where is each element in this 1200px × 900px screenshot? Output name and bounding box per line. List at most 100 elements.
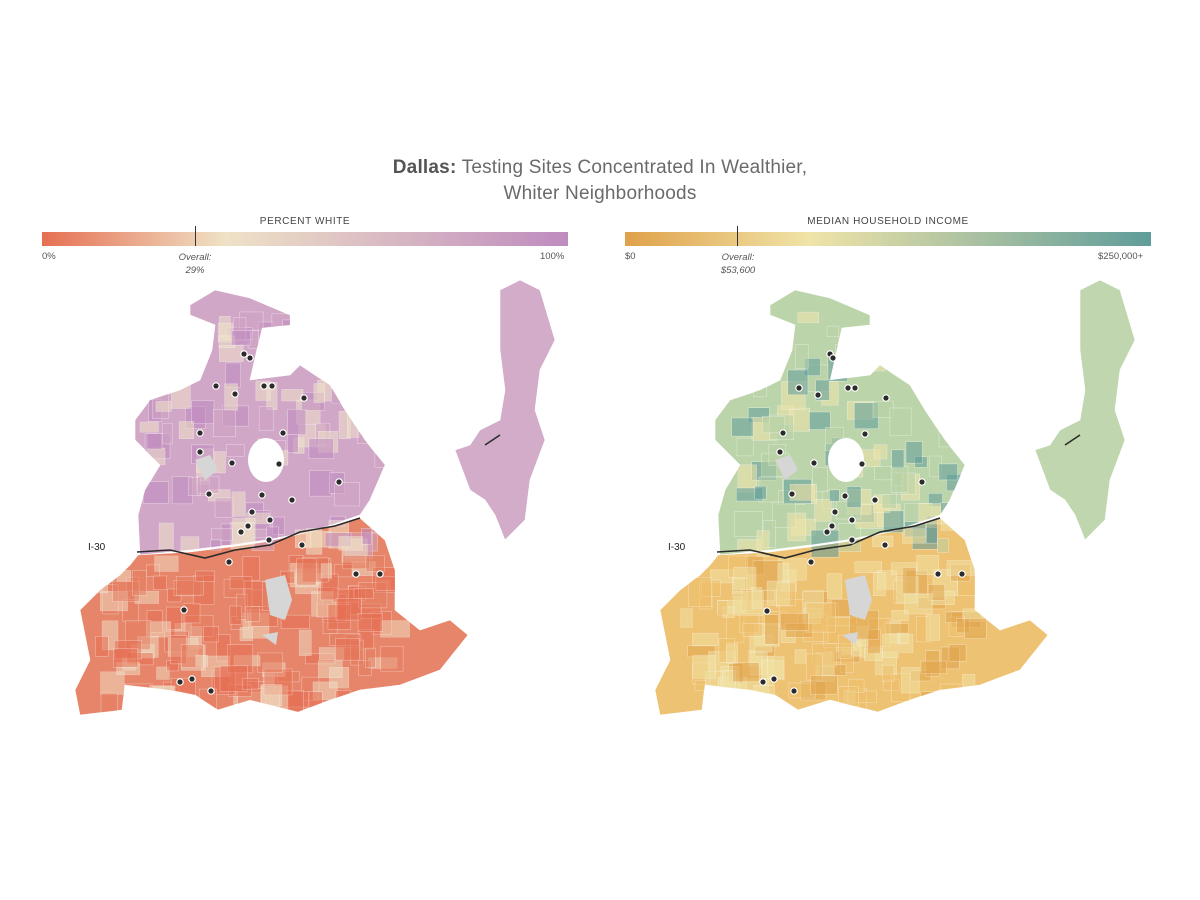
census-tract bbox=[945, 611, 964, 623]
census-tract bbox=[155, 401, 172, 412]
census-tract bbox=[149, 685, 174, 705]
testing-site-dot bbox=[246, 354, 254, 362]
census-tract bbox=[152, 575, 168, 590]
census-tract bbox=[214, 497, 234, 518]
testing-site-dot bbox=[240, 350, 248, 358]
region-west-blob bbox=[79, 349, 103, 383]
census-tract bbox=[331, 388, 349, 404]
census-tract bbox=[306, 528, 323, 555]
highway-east bbox=[484, 434, 501, 446]
testing-site-dot bbox=[881, 541, 889, 549]
census-tract bbox=[779, 612, 809, 631]
census-tract bbox=[766, 580, 790, 606]
census-tract bbox=[308, 691, 323, 715]
census-tract bbox=[158, 522, 174, 550]
census-tract bbox=[950, 380, 964, 401]
testing-site-dot bbox=[268, 382, 276, 390]
census-tract bbox=[921, 392, 943, 406]
census-tract bbox=[170, 384, 191, 409]
region-east-dallas bbox=[454, 280, 555, 541]
legend-overall-white: Overall: 29% bbox=[155, 251, 235, 277]
census-tract bbox=[299, 629, 312, 656]
testing-site-dot bbox=[828, 522, 836, 530]
testing-site-dot bbox=[188, 675, 196, 683]
census-tract bbox=[957, 495, 983, 525]
legend-max-income: $250,000+ bbox=[1098, 251, 1144, 262]
legend-max-white: 100% bbox=[540, 251, 565, 262]
census-tract bbox=[731, 417, 754, 437]
census-tract bbox=[874, 466, 894, 481]
testing-site-dot bbox=[934, 570, 942, 578]
census-tract bbox=[897, 632, 909, 644]
census-tract bbox=[754, 485, 767, 500]
map-group bbox=[655, 280, 1135, 715]
bachman-lake bbox=[775, 455, 798, 480]
testing-site-dot bbox=[851, 384, 859, 392]
park-area bbox=[265, 575, 292, 620]
census-tract bbox=[680, 608, 693, 628]
census-tract bbox=[347, 411, 360, 438]
census-tract bbox=[761, 415, 786, 434]
legend-overall-tick-income bbox=[737, 226, 738, 246]
legend-overall-label-white: Overall: bbox=[178, 252, 212, 263]
white-rock-lake bbox=[248, 438, 284, 482]
census-tract bbox=[794, 344, 809, 369]
census-tract bbox=[838, 686, 859, 707]
testing-site-dot bbox=[810, 459, 818, 467]
census-tract bbox=[280, 614, 310, 629]
testing-site-dot bbox=[779, 429, 787, 437]
census-tract bbox=[940, 518, 962, 531]
census-tract bbox=[241, 677, 259, 690]
census-tract bbox=[940, 683, 964, 711]
park-area bbox=[845, 575, 872, 620]
census-tract bbox=[948, 644, 967, 662]
census-tract bbox=[753, 685, 775, 700]
census-tract bbox=[692, 632, 719, 647]
legend-overall-tick-white bbox=[195, 226, 196, 246]
testing-site-dot bbox=[207, 687, 215, 695]
census-tract bbox=[960, 689, 986, 708]
census-tract bbox=[938, 463, 958, 481]
census-tract bbox=[257, 652, 283, 673]
census-tract bbox=[374, 452, 390, 468]
census-tract bbox=[154, 555, 179, 572]
testing-site-dot bbox=[248, 508, 256, 516]
census-tract bbox=[334, 638, 360, 661]
testing-site-dot bbox=[260, 382, 268, 390]
park-small bbox=[842, 632, 858, 645]
testing-site-dot bbox=[205, 490, 213, 498]
testing-site-dot bbox=[196, 429, 204, 437]
legend-overall-value-white: 29% bbox=[185, 265, 205, 276]
white-rock-lake bbox=[828, 438, 864, 482]
census-tract bbox=[873, 572, 886, 596]
testing-site-dot bbox=[858, 460, 866, 468]
legend-overall-income: Overall: $53,600 bbox=[698, 251, 778, 277]
testing-site-dot bbox=[848, 536, 856, 544]
bachman-lake bbox=[195, 455, 218, 480]
census-tract bbox=[375, 576, 398, 591]
highway-i30 bbox=[136, 517, 361, 559]
census-tract bbox=[213, 409, 236, 438]
census-tract bbox=[733, 591, 764, 616]
testing-site-dot bbox=[258, 491, 266, 499]
highway-label: I-30 bbox=[88, 542, 106, 553]
highway-i30 bbox=[716, 517, 941, 559]
census-tract bbox=[891, 609, 909, 622]
census-tract bbox=[904, 593, 933, 615]
census-tract bbox=[881, 494, 897, 509]
census-tract bbox=[882, 634, 899, 658]
testing-site-dot bbox=[266, 516, 274, 524]
census-tract bbox=[866, 346, 886, 372]
census-tract bbox=[335, 690, 351, 714]
census-tract bbox=[902, 528, 926, 544]
census-tract bbox=[287, 408, 307, 436]
census-tract bbox=[132, 569, 147, 596]
testing-site-dot bbox=[265, 536, 273, 544]
census-tract bbox=[940, 502, 962, 520]
title-line2: Whiter Neighborhoods bbox=[503, 183, 697, 204]
testing-site-dot bbox=[288, 496, 296, 504]
census-tract bbox=[365, 647, 376, 668]
census-tract bbox=[335, 597, 362, 621]
census-tract bbox=[841, 350, 855, 377]
census-tract bbox=[287, 434, 299, 453]
